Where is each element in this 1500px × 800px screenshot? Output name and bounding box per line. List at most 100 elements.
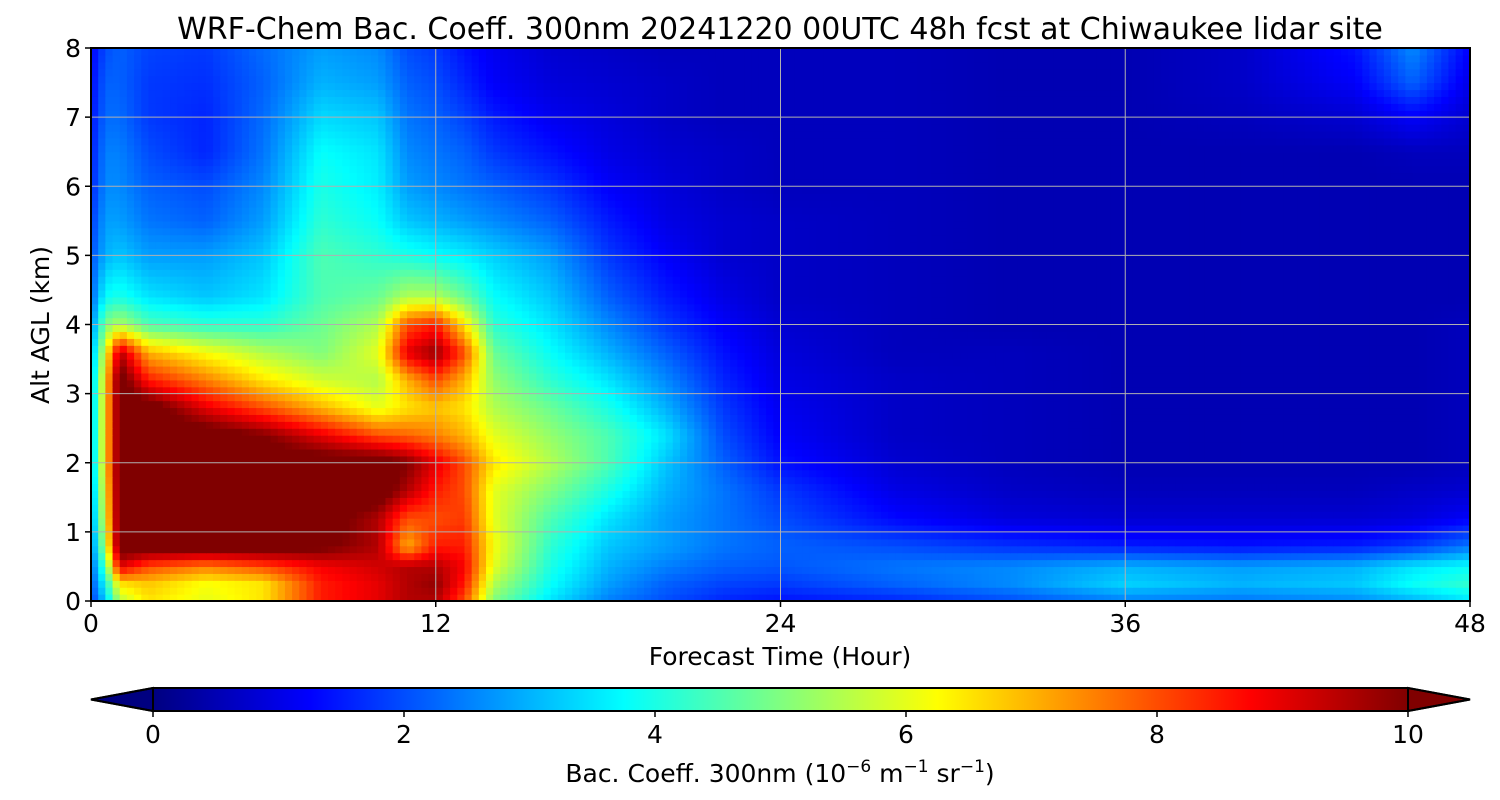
heatmap-cell <box>837 469 846 478</box>
heatmap-cell <box>184 531 193 540</box>
heatmap-cell <box>1297 524 1306 533</box>
heatmap-cell <box>1441 587 1450 595</box>
heatmap-cell <box>155 428 164 436</box>
heatmap-cell <box>593 511 602 519</box>
heatmap-cell <box>249 428 257 436</box>
heatmap-cell <box>450 518 458 526</box>
heatmap-cell <box>1060 573 1069 581</box>
heatmap-cell <box>134 559 142 568</box>
heatmap-cell <box>1168 545 1177 554</box>
heatmap-cell <box>249 462 257 471</box>
heatmap-cell <box>902 580 911 588</box>
heatmap-cell <box>493 476 501 485</box>
heatmap-cell <box>1376 448 1385 457</box>
heatmap-cell <box>651 545 659 554</box>
heatmap-cell <box>1053 442 1062 450</box>
heatmap-cell <box>220 442 229 450</box>
heatmap-cell <box>744 428 753 436</box>
heatmap-cell <box>1276 524 1284 533</box>
heatmap-cell <box>1010 566 1019 574</box>
heatmap-cell <box>213 545 221 554</box>
heatmap-cell <box>888 435 897 443</box>
heatmap-cell <box>802 518 810 526</box>
heatmap-cell <box>1462 552 1470 561</box>
heatmap-cell <box>988 587 997 595</box>
heatmap-cell <box>1074 476 1083 485</box>
heatmap-cell <box>1031 435 1040 443</box>
heatmap-cell <box>1276 497 1284 505</box>
heatmap-cell <box>126 455 135 464</box>
heatmap-cell <box>263 476 272 485</box>
heatmap-cell <box>557 469 566 478</box>
heatmap-cell <box>514 442 523 450</box>
heatmap-cell <box>701 518 710 526</box>
heatmap-cell <box>873 462 882 471</box>
heatmap-cell <box>823 531 832 540</box>
heatmap-cell <box>1247 448 1256 457</box>
heatmap-cell <box>313 469 322 478</box>
heatmap-cell <box>852 580 861 588</box>
heatmap-cell <box>845 442 853 450</box>
heatmap-cell <box>119 455 128 464</box>
heatmap-cell <box>579 428 588 436</box>
heatmap-cell <box>1218 469 1227 478</box>
heatmap-cell <box>679 524 688 533</box>
heatmap-cell <box>1024 594 1033 601</box>
heatmap-cell <box>320 462 329 471</box>
heatmap-cell <box>866 538 875 547</box>
heatmap-cell <box>701 497 710 505</box>
heatmap-cell <box>1362 504 1371 512</box>
heatmap-cell <box>91 421 99 429</box>
heatmap-cell <box>1383 518 1392 526</box>
heatmap-cell <box>701 524 710 533</box>
heatmap-cell <box>823 518 832 526</box>
heatmap-cell <box>651 469 659 478</box>
heatmap-cell <box>457 504 466 512</box>
heatmap-cell <box>1168 455 1177 464</box>
heatmap-cell <box>1175 552 1184 561</box>
heatmap-cell <box>715 504 724 512</box>
heatmap-cell <box>1319 531 1327 540</box>
heatmap-cell <box>701 552 710 561</box>
heatmap-cell <box>629 421 638 429</box>
heatmap-cell <box>1390 594 1399 601</box>
heatmap-cell <box>105 559 114 568</box>
heatmap-cell <box>371 559 379 568</box>
heatmap-cell <box>270 511 279 519</box>
heatmap-cell <box>995 580 1004 588</box>
heatmap-cell <box>557 559 566 568</box>
heatmap-cell <box>119 435 128 443</box>
heatmap-cell <box>823 442 832 450</box>
heatmap-cell <box>471 552 480 561</box>
heatmap-cell <box>328 545 336 554</box>
heatmap-cell <box>1074 483 1083 491</box>
heatmap-cell <box>1369 580 1378 588</box>
heatmap-cell <box>794 442 803 450</box>
heatmap-cell <box>256 504 264 512</box>
heatmap-cell <box>371 518 379 526</box>
heatmap-cell <box>687 490 695 498</box>
heatmap-cell <box>493 559 501 568</box>
heatmap-cell <box>1024 518 1033 526</box>
heatmap-cell <box>450 580 458 588</box>
heatmap-cell <box>622 545 631 554</box>
heatmap-cell <box>227 594 236 601</box>
heatmap-cell <box>1398 476 1406 485</box>
heatmap-cell <box>902 587 911 595</box>
heatmap-cell <box>1383 421 1392 429</box>
heatmap-cell <box>241 545 250 554</box>
heatmap-cell <box>1319 476 1327 485</box>
heatmap-cell <box>794 428 803 436</box>
heatmap-cell <box>995 538 1004 547</box>
heatmap-cell <box>1211 559 1220 568</box>
heatmap-cell <box>356 428 365 436</box>
heatmap-cell <box>1182 497 1191 505</box>
heatmap-cell <box>241 552 250 561</box>
heatmap-cell <box>1067 469 1076 478</box>
heatmap-cell <box>335 448 343 457</box>
heatmap-cell <box>313 435 322 443</box>
heatmap-cell <box>1060 442 1069 450</box>
heatmap-cell <box>780 455 789 464</box>
heatmap-cell <box>1376 594 1385 601</box>
heatmap-cell <box>1240 455 1248 464</box>
